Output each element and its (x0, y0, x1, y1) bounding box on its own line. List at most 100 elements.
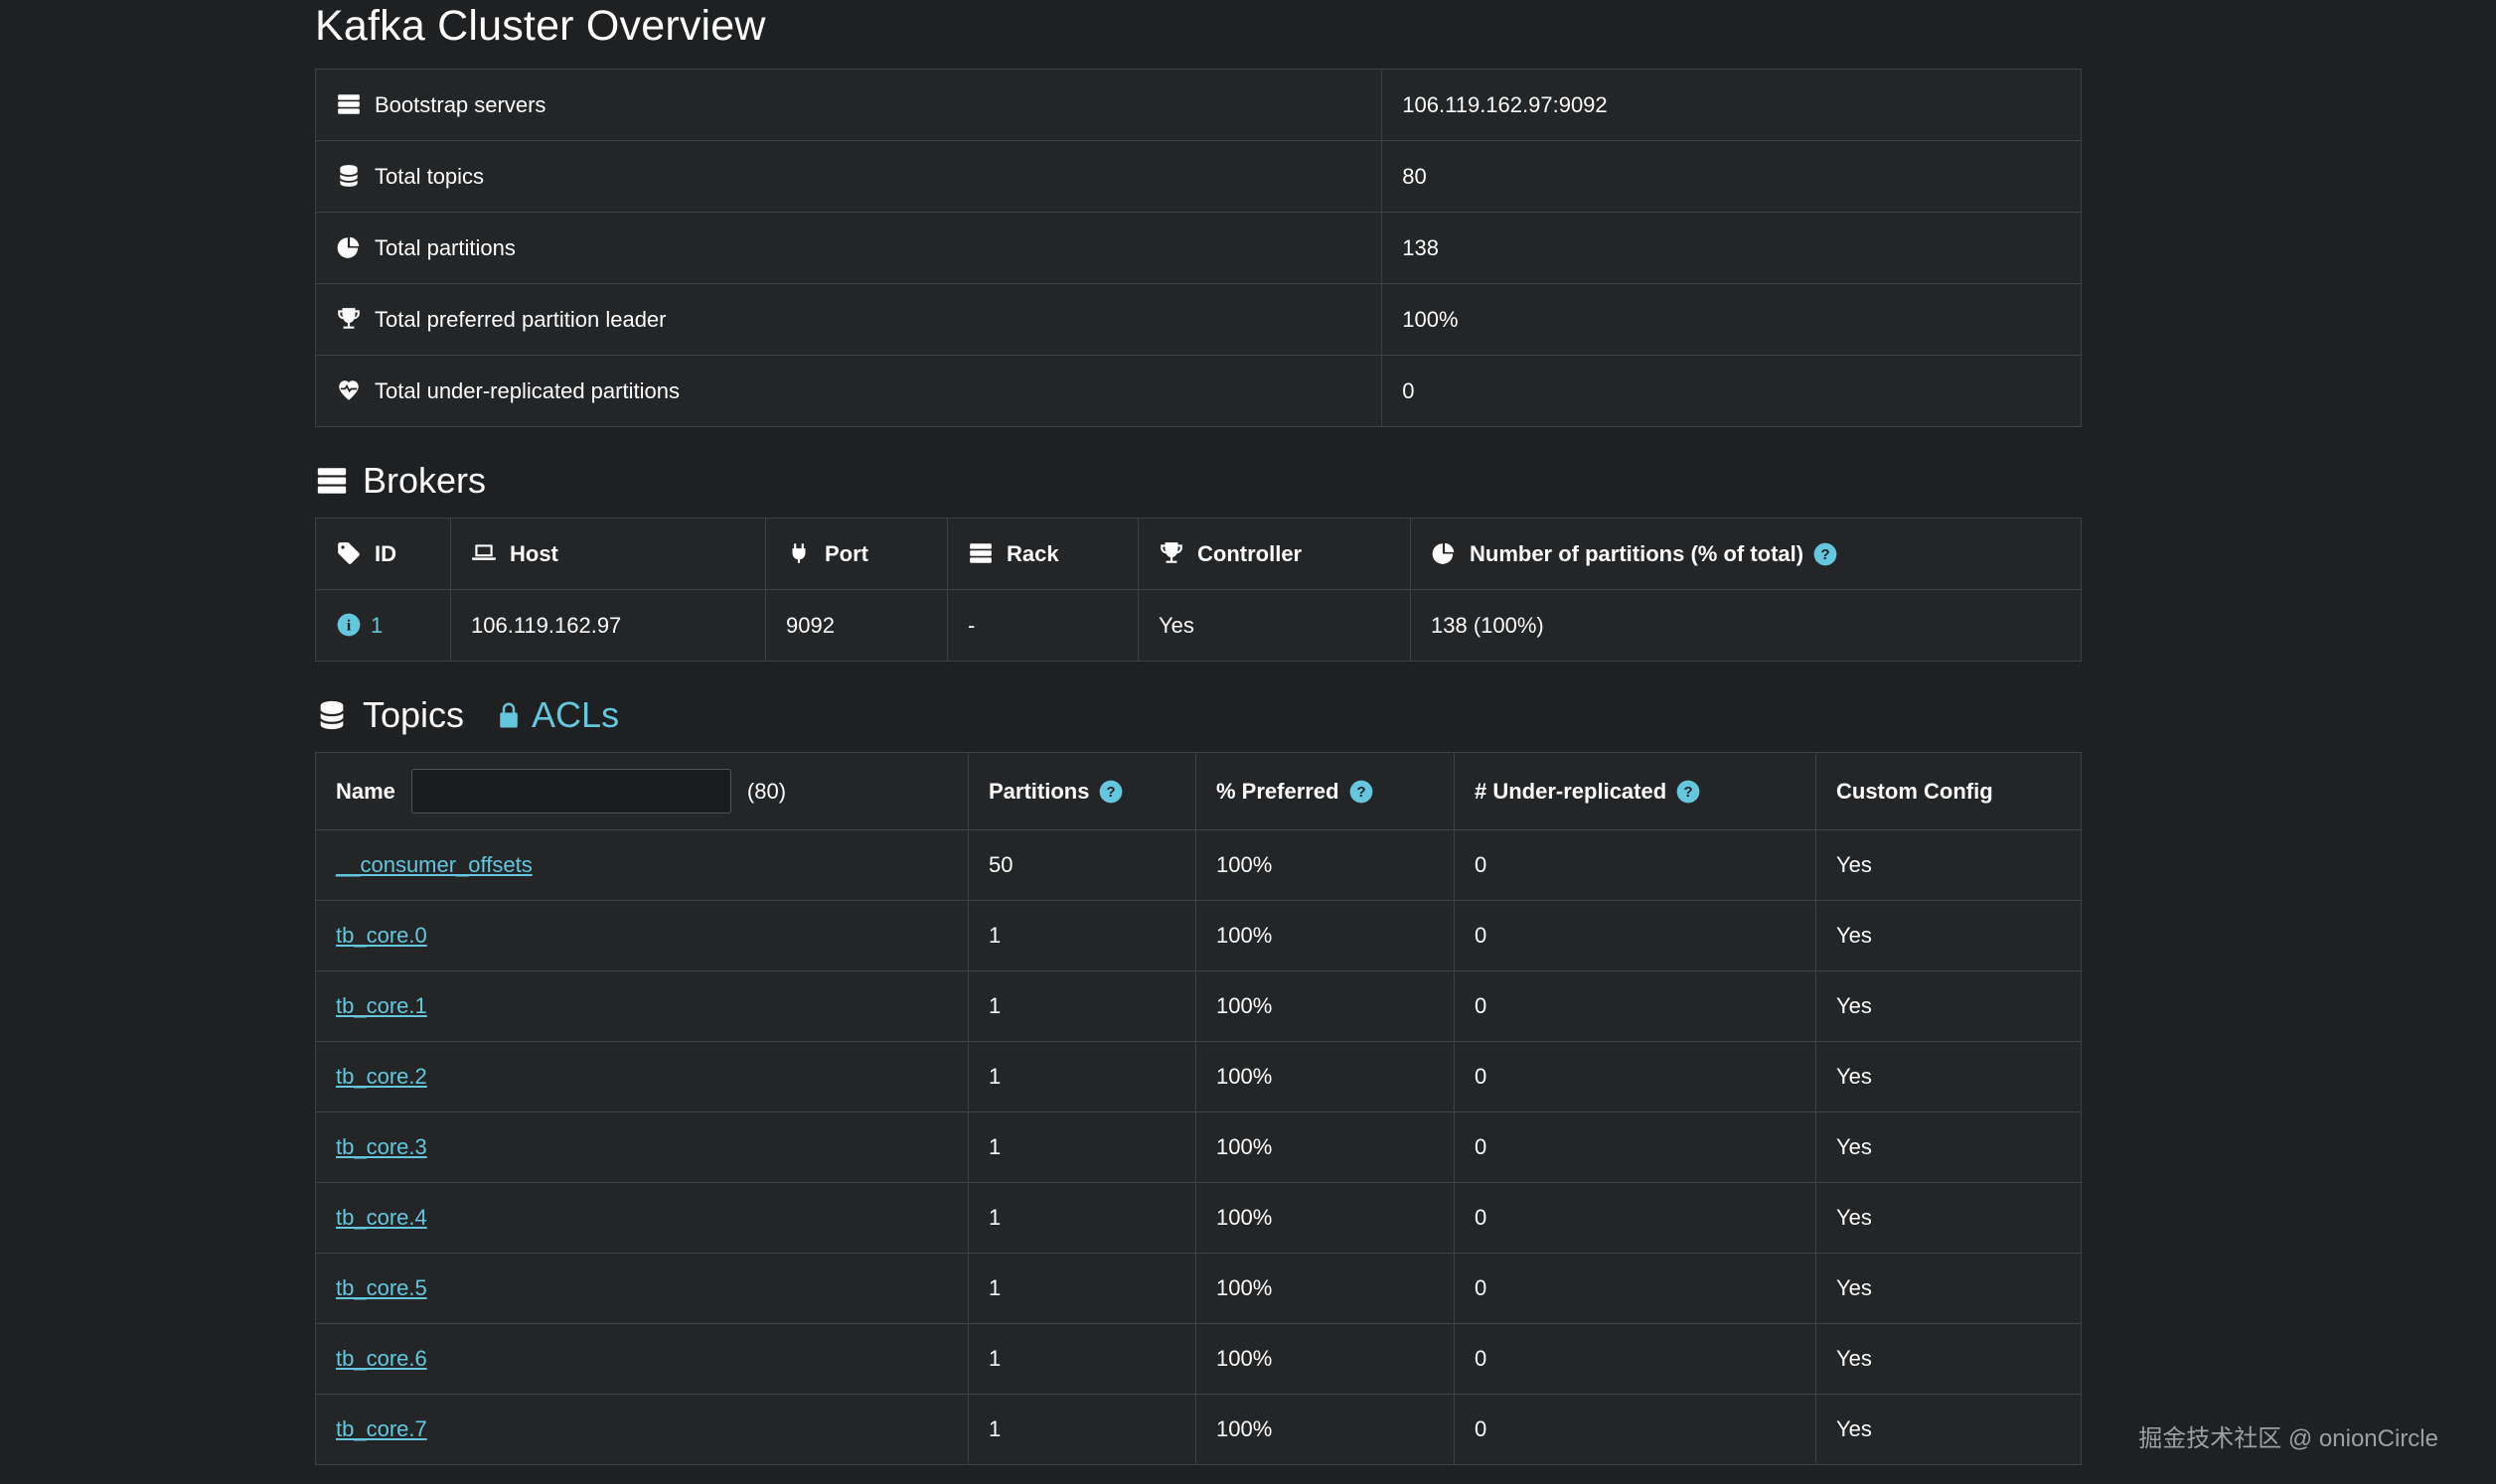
col-label: Number of partitions (% of total) (1470, 541, 1804, 566)
topics-col-name: Name (80) (315, 752, 969, 830)
database-icon (336, 163, 362, 189)
brokers-col-partitions: Number of partitions (% of total)? (1410, 518, 2082, 590)
lock-icon (494, 700, 524, 730)
table-row: Total partitions 138 (314, 212, 2082, 284)
topic-link[interactable]: tb_core.0 (336, 923, 427, 948)
topic-filter-input[interactable] (410, 769, 731, 814)
preferred-cell: 100% (1195, 900, 1455, 971)
table-row: Total under-replicated partitions 0 (314, 355, 2082, 427)
brokers-section-title: Brokers (363, 460, 487, 501)
preferred-cell: 100% (1195, 1253, 1455, 1324)
col-label: Controller (1197, 541, 1303, 566)
topic-link[interactable]: __consumer_offsets (336, 852, 533, 877)
question-circle-icon[interactable]: ? (1675, 779, 1701, 805)
svg-text:?: ? (1684, 784, 1693, 801)
partitions-cell: 50 (968, 829, 1196, 901)
brokers-section-header: Brokers (315, 460, 2082, 502)
col-label: Rack (1007, 541, 1059, 566)
partitions-cell: 1 (968, 900, 1196, 971)
preferred-cell: 100% (1195, 1182, 1455, 1254)
page-content: Kafka Cluster Overview Bootstrap servers… (314, 0, 2082, 1465)
table-row: tb_core.5 1 100% 0 Yes (315, 1253, 2082, 1324)
table-row: tb_core.0 1 100% 0 Yes (315, 900, 2082, 971)
plug-icon (786, 540, 812, 566)
svg-text:i: i (347, 616, 352, 634)
topic-link[interactable]: tb_core.2 (336, 1064, 427, 1089)
topic-link[interactable]: tb_core.7 (336, 1416, 427, 1441)
col-label: ID (375, 541, 396, 566)
custom-config-cell: Yes (1815, 1394, 2082, 1465)
partitions-cell: 1 (968, 970, 1196, 1042)
col-label: Name (336, 778, 395, 804)
topic-link[interactable]: tb_core.5 (336, 1275, 427, 1300)
question-circle-icon[interactable]: ? (1812, 541, 1838, 567)
heartbeat-icon (336, 377, 362, 403)
table-row: Bootstrap servers 106.119.162.97:9092 (314, 69, 2082, 141)
brokers-col-host: Host (450, 518, 766, 590)
under-replicated-cell: 0 (1454, 1182, 1816, 1254)
preferred-cell: 100% (1195, 1394, 1455, 1465)
topic-link[interactable]: tb_core.4 (336, 1205, 427, 1230)
table-row: tb_core.2 1 100% 0 Yes (315, 1041, 2082, 1113)
topics-col-custom-config: Custom Config (1815, 752, 2082, 830)
partitions-cell: 1 (968, 1112, 1196, 1183)
topic-link[interactable]: tb_core.1 (336, 993, 427, 1018)
topics-section-title: Topics (363, 694, 465, 735)
topic-link[interactable]: tb_core.6 (336, 1346, 427, 1371)
summary-label: Total partitions (375, 235, 516, 260)
custom-config-cell: Yes (1815, 970, 2082, 1042)
brokers-col-id: ID (315, 518, 451, 590)
question-circle-icon[interactable]: ? (1348, 779, 1374, 805)
server-stack-icon (968, 540, 994, 566)
under-replicated-cell: 0 (1454, 900, 1816, 971)
broker-id-link[interactable]: 1 (371, 613, 384, 638)
question-circle-icon[interactable]: ? (1098, 779, 1124, 805)
topics-col-under-replicated: # Under-replicated? (1454, 752, 1816, 830)
acls-label: ACLs (532, 694, 620, 735)
topic-link[interactable]: tb_core.3 (336, 1134, 427, 1159)
table-row: Total topics 80 (314, 140, 2082, 213)
topics-section-header: Topics ACLs (315, 694, 2082, 736)
partitions-cell: 1 (968, 1253, 1196, 1324)
preferred-cell: 100% (1195, 829, 1455, 901)
col-label: Port (825, 541, 868, 566)
broker-partitions-cell: 138 (100%) (1410, 589, 2082, 662)
under-replicated-cell: 0 (1454, 1323, 1816, 1395)
under-replicated-cell: 0 (1454, 829, 1816, 901)
preferred-cell: 100% (1195, 1323, 1455, 1395)
under-replicated-cell: 0 (1454, 970, 1816, 1042)
custom-config-cell: Yes (1815, 900, 2082, 971)
pie-chart-icon (336, 234, 362, 260)
summary-label: Total under-replicated partitions (375, 378, 680, 403)
col-label: Host (510, 541, 558, 566)
under-replicated-cell: 0 (1454, 1041, 1816, 1113)
preferred-cell: 100% (1195, 970, 1455, 1042)
watermark: 掘金技术社区 @ onionCircle (2138, 1425, 2438, 1452)
brokers-col-rack: Rack (947, 518, 1139, 590)
col-label: Partitions (989, 778, 1090, 804)
custom-config-cell: Yes (1815, 1112, 2082, 1183)
summary-value: 138 (1381, 212, 2082, 284)
table-row: tb_core.6 1 100% 0 Yes (315, 1323, 2082, 1395)
under-replicated-cell: 0 (1454, 1253, 1816, 1324)
topic-count: (80) (746, 778, 787, 804)
brokers-table: ID Host Port Rack Controller Number of p… (315, 518, 2082, 662)
broker-port-cell: 9092 (765, 589, 948, 662)
info-circle-icon[interactable]: i (336, 612, 362, 638)
col-label: # Under-replicated (1475, 778, 1667, 804)
svg-text:?: ? (1107, 784, 1116, 801)
partitions-cell: 1 (968, 1182, 1196, 1254)
trophy-icon (336, 306, 362, 332)
summary-value: 106.119.162.97:9092 (1381, 69, 2082, 141)
col-label: Custom Config (1836, 778, 1993, 804)
partitions-cell: 1 (968, 1394, 1196, 1465)
server-stack-icon (336, 91, 362, 117)
acls-link[interactable]: ACLs (494, 694, 619, 736)
table-row: tb_core.7 1 100% 0 Yes (315, 1394, 2082, 1465)
table-row: tb_core.4 1 100% 0 Yes (315, 1182, 2082, 1254)
broker-host-cell: 106.119.162.97 (450, 589, 766, 662)
pie-chart-icon (1431, 540, 1457, 566)
page-title: Kafka Cluster Overview (315, 2, 766, 50)
